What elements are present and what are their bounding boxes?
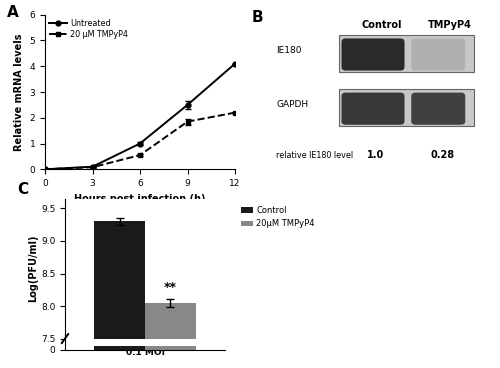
Legend: Untreated, 20 μM TMPyP4: Untreated, 20 μM TMPyP4 — [49, 19, 128, 39]
Text: IE180: IE180 — [276, 46, 302, 55]
Bar — [339, 89, 474, 127]
Text: B: B — [252, 10, 263, 25]
Untreated — [42, 167, 48, 171]
Untreated — [90, 164, 96, 169]
20 μM TMPyP4 — [137, 153, 143, 157]
Text: TMPyP4: TMPyP4 — [428, 20, 472, 30]
FancyBboxPatch shape — [342, 93, 404, 125]
FancyBboxPatch shape — [411, 38, 465, 71]
20 μM TMPyP4 — [184, 119, 190, 124]
Line: 20 μM TMPyP4: 20 μM TMPyP4 — [42, 110, 237, 172]
FancyBboxPatch shape — [411, 93, 465, 125]
Text: Control: Control — [362, 20, 402, 30]
Bar — [339, 35, 474, 72]
20 μM TMPyP4 — [90, 165, 96, 169]
Bar — [145, 346, 196, 350]
Bar — [145, 303, 196, 339]
Bar — [94, 222, 145, 339]
Bar — [94, 346, 145, 350]
Untreated — [232, 61, 238, 66]
FancyBboxPatch shape — [342, 38, 404, 71]
Legend: Control, 20μM TMPyP4: Control, 20μM TMPyP4 — [237, 203, 318, 232]
Untreated — [184, 103, 190, 107]
Y-axis label: Relative mRNA levels: Relative mRNA levels — [14, 33, 24, 151]
Text: A: A — [7, 6, 19, 21]
Text: 1.0: 1.0 — [366, 150, 384, 160]
Text: GAPDH: GAPDH — [276, 100, 308, 109]
20 μM TMPyP4 — [42, 167, 48, 171]
X-axis label: Hours post infection (h): Hours post infection (h) — [74, 194, 206, 204]
20 μM TMPyP4 — [232, 110, 238, 115]
Text: C: C — [17, 182, 28, 197]
Line: Untreated: Untreated — [42, 61, 237, 172]
Text: **: ** — [164, 281, 177, 294]
Text: 0.28: 0.28 — [430, 150, 455, 160]
Untreated — [137, 141, 143, 146]
Text: relative IE180 level: relative IE180 level — [276, 151, 353, 160]
Y-axis label: Log(PFU/ml): Log(PFU/ml) — [28, 235, 38, 302]
